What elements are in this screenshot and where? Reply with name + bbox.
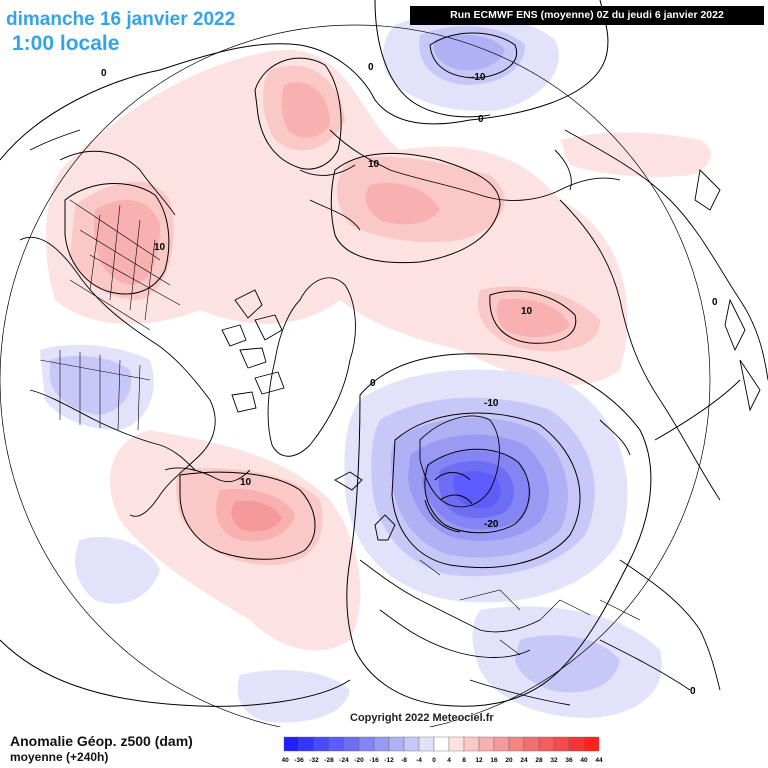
legend-swatch (478, 736, 495, 752)
contour-label: 10 (154, 242, 166, 253)
legend-tick-label: 32 (550, 757, 558, 764)
legend-swatch (463, 736, 480, 752)
positive-anomaly-fill (45, 49, 711, 651)
legend-swatch (493, 736, 510, 752)
legend-swatch (553, 736, 570, 752)
legend-tick-label: 8 (462, 757, 466, 764)
legend-swatch (508, 736, 525, 752)
negative-anomaly-fill (40, 13, 662, 723)
contour-lines (0, 0, 741, 707)
contour-label-group: 0 0 0 0 0 0 10 10 10 10 -10 -10 -20 (101, 62, 718, 697)
contour-label: 0 (101, 68, 107, 79)
map-subtitle: moyenne (+240h) (10, 750, 109, 764)
run-info-banner: Run ECMWF ENS (moyenne) 0Z du jeudi 6 ja… (410, 6, 764, 25)
legend-tick-label: -40 (282, 757, 289, 764)
contour-label: -10 (484, 398, 499, 409)
contour-label: 0 (478, 114, 484, 125)
legend-swatch (568, 736, 585, 752)
borders (39, 199, 641, 656)
legend-tick-label: -36 (294, 757, 304, 764)
legend-tick-label: -24 (339, 757, 349, 764)
legend-tick-label: -12 (384, 757, 394, 764)
legend-swatch (388, 736, 405, 752)
legend-swatch (373, 736, 390, 752)
contour-label: 10 (368, 159, 380, 170)
legend-tick-label: 12 (475, 757, 483, 764)
legend-tick-label: -4 (416, 757, 422, 764)
legend-tick-label: 44 (595, 757, 603, 764)
legend-swatch (433, 736, 450, 752)
legend-tick-label: 16 (490, 757, 498, 764)
contour-label: 0 (712, 297, 718, 308)
legend-tick-label: 0 (432, 757, 436, 764)
contour-label: 0 (690, 686, 696, 697)
legend-swatch (298, 736, 315, 752)
legend-swatch (328, 736, 345, 752)
legend-swatch (418, 736, 435, 752)
contour-label: -20 (484, 519, 499, 530)
z500-anomaly-map: 0 0 0 0 0 0 10 10 10 10 -10 -10 -20 (0, 0, 768, 727)
contour-label: 0 (368, 62, 374, 73)
coastlines (19, 129, 768, 706)
color-scale-legend: -40-36-32-28-24-20-16-12-8-4048121620242… (282, 736, 603, 764)
contour-label: 10 (521, 306, 533, 317)
contour-label: 0 (370, 378, 376, 389)
date-title: dimanche 16 janvier 2022 (6, 9, 236, 30)
graticule (0, 24, 711, 727)
legend-tick-label: -16 (369, 757, 379, 764)
contour-label: -10 (471, 72, 486, 83)
legend-swatch (313, 736, 330, 752)
legend-tick-label: -28 (324, 757, 334, 764)
map-title: Anomalie Géop. z500 (dam) (10, 733, 193, 749)
legend-tick-label: 40 (580, 757, 588, 764)
legend-tick-label: -20 (354, 757, 364, 764)
time-title: 1:00 locale (12, 32, 120, 55)
legend-swatch (283, 736, 300, 752)
legend-swatch (403, 736, 420, 752)
legend-swatch (358, 736, 375, 752)
legend-swatch (343, 736, 360, 752)
copyright-text: Copyright 2022 Meteociel.fr (350, 712, 494, 724)
legend-tick-label: 28 (535, 757, 543, 764)
legend-tick-label: 36 (565, 757, 573, 764)
legend-tick-label: -8 (401, 757, 407, 764)
contour-label: 10 (240, 477, 252, 488)
legend-tick-label: 20 (505, 757, 513, 764)
legend-swatch (448, 736, 465, 752)
legend-swatch (523, 736, 540, 752)
legend-tick-label: 4 (447, 757, 451, 764)
legend-tick-label: 24 (520, 757, 528, 764)
legend-swatch (538, 736, 555, 752)
legend-tick-label: -32 (309, 757, 319, 764)
legend-swatch (583, 736, 600, 752)
